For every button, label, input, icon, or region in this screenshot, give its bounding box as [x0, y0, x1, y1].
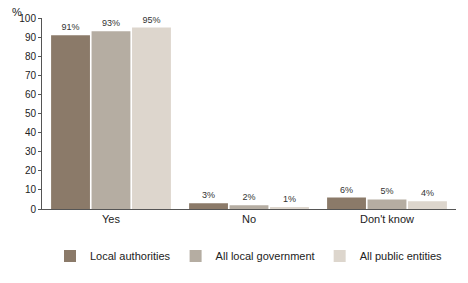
- svg-text:10: 10: [25, 184, 37, 195]
- svg-text:50: 50: [25, 108, 37, 119]
- svg-text:70: 70: [25, 70, 37, 81]
- svg-text:Local authorities: Local authorities: [90, 250, 171, 262]
- svg-text:40: 40: [25, 127, 37, 138]
- svg-text:60: 60: [25, 89, 37, 100]
- svg-text:4%: 4%: [421, 188, 434, 198]
- svg-text:0: 0: [30, 204, 36, 215]
- svg-text:5%: 5%: [380, 186, 393, 196]
- svg-text:No: No: [242, 213, 256, 225]
- svg-text:1%: 1%: [283, 194, 296, 204]
- svg-text:80: 80: [25, 51, 37, 62]
- svg-text:Yes: Yes: [102, 213, 120, 225]
- svg-text:90: 90: [25, 32, 37, 43]
- svg-text:93%: 93%: [102, 18, 120, 28]
- svg-text:All local government: All local government: [216, 250, 315, 262]
- svg-text:%: %: [12, 6, 22, 18]
- svg-text:20: 20: [25, 165, 37, 176]
- svg-text:100: 100: [19, 13, 36, 24]
- svg-text:3%: 3%: [202, 190, 215, 200]
- svg-text:95%: 95%: [142, 15, 160, 25]
- svg-text:6%: 6%: [340, 185, 353, 195]
- svg-text:Don't know: Don't know: [360, 213, 414, 225]
- svg-text:30: 30: [25, 146, 37, 157]
- svg-text:91%: 91%: [62, 22, 80, 32]
- svg-text:All public entities: All public entities: [360, 250, 442, 262]
- svg-text:2%: 2%: [242, 192, 255, 202]
